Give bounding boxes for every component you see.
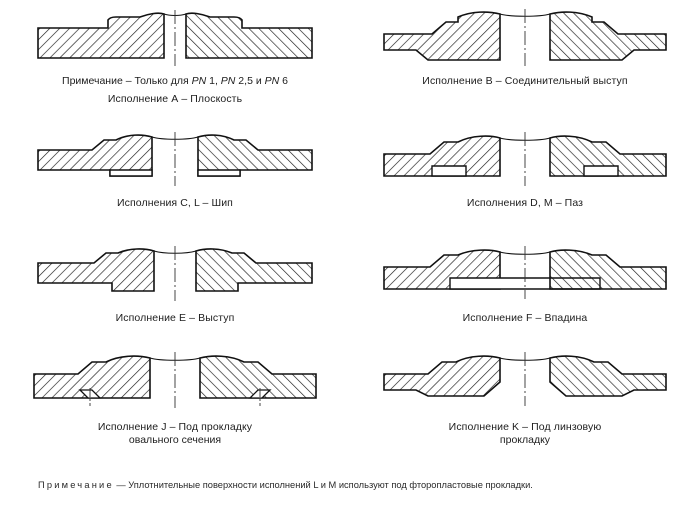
footnote-dash: — [113, 480, 129, 490]
flange-diagram-F [383, 246, 667, 299]
figure-cell-E: Исполнение E – Выступ [0, 237, 350, 342]
sheet-footnote: Примечание — Уплотнительные поверхности … [38, 478, 668, 492]
figure-caption-K: Исполнение K – Под линзовую [448, 421, 602, 433]
figure-cell-F: Исполнение F – Впадина [350, 237, 700, 342]
groove-right-DM [583, 165, 619, 177]
ring-groove-right-J [248, 388, 272, 406]
footnote-text: Уплотнительные поверхности исполнений L … [128, 480, 533, 490]
figure-caption-J: Исполнение J – Под прокладку [97, 421, 253, 433]
flange-body-left-A [37, 12, 165, 59]
ring-groove-left-J [78, 388, 102, 406]
figure-caption-A: Исполнение А – Плоскость [107, 93, 243, 105]
flange-diagram-B [383, 9, 667, 66]
tongue-right-CL [197, 169, 241, 177]
flange-body-right-DM [549, 135, 667, 177]
flange-body-right-B [549, 11, 667, 61]
figure-cell-B: Исполнение B – Соединительный выступ [350, 0, 700, 122]
figure-caption-CL: Исполнения C, L – Шип [117, 197, 233, 209]
flange-diagram-J [33, 352, 317, 408]
flange-body-right-A [185, 12, 313, 59]
flange-body-right-K [549, 355, 667, 397]
flange-body-left-E [37, 248, 155, 292]
figure-caption-J-line2: овального сечения [128, 434, 222, 446]
flange-body-left-DM [383, 135, 501, 177]
flange-diagram-A [37, 10, 313, 66]
figure-caption-B: Исполнение B – Соединительный выступ [422, 75, 628, 87]
figure-grid: Примечание – Только для PN 1, PN 2,5 и P… [0, 0, 700, 460]
figure-cell-K: Исполнение K – Под линзовую прокладку [350, 342, 700, 460]
figure-caption-F: Исполнение F – Впадина [462, 312, 588, 324]
flange-body-right-J [199, 355, 317, 399]
flange-diagram-K [383, 352, 667, 406]
figure-prenote-A: Примечание – Только для PN 1, PN 2,5 и P… [62, 75, 288, 87]
flange-body-left-K [383, 355, 501, 397]
flange-body-right-F [549, 249, 667, 290]
groove-left-DM [431, 165, 467, 177]
flange-body-left-B [383, 11, 501, 61]
flange-diagram-CL [37, 132, 313, 186]
figure-cell-J: Исполнение J – Под прокладку овального с… [0, 342, 350, 460]
footnote-lead: Примечание [38, 480, 114, 490]
flange-body-right-E [195, 248, 313, 292]
tongue-left-CL [109, 169, 153, 177]
flange-diagram-DM [383, 132, 667, 186]
figure-caption-K-line2: прокладку [499, 434, 551, 446]
figure-cell-A: Примечание – Только для PN 1, PN 2,5 и P… [0, 0, 350, 122]
figure-cell-DM: Исполнения D, M – Паз [350, 122, 700, 237]
figure-caption-DM: Исполнения D, M – Паз [466, 197, 584, 209]
flange-body-left-J [33, 355, 151, 399]
figure-cell-CL: Исполнения C, L – Шип [0, 122, 350, 237]
figure-caption-E: Исполнение E – Выступ [115, 312, 235, 324]
flange-diagram-E [37, 246, 313, 301]
